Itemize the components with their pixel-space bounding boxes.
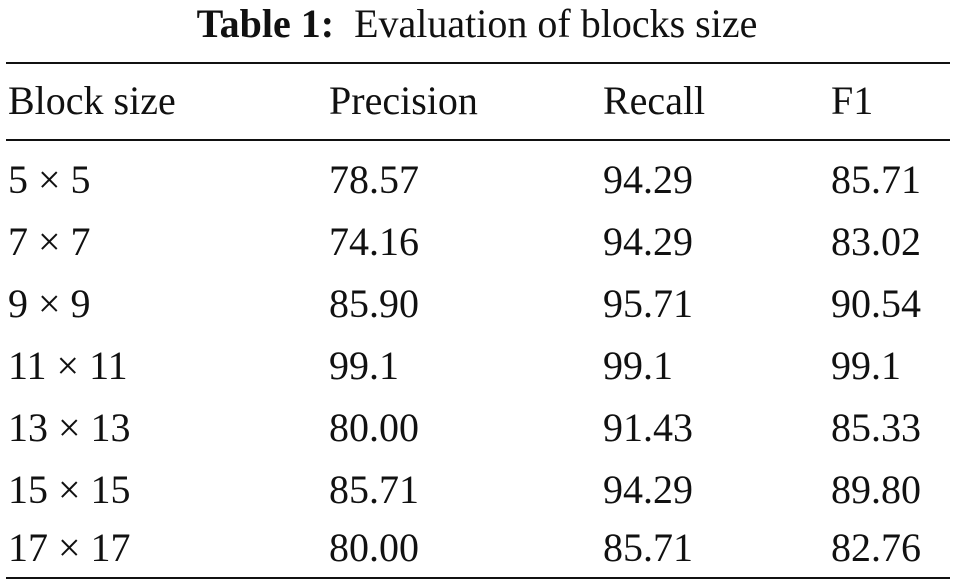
table-top-rule <box>6 62 950 64</box>
cell-f1: 89.80 <box>831 467 921 512</box>
cell-f1: 83.02 <box>831 219 921 264</box>
table-row: 17 × 17 80.00 85.71 82.76 <box>0 518 954 578</box>
table-row: 5 × 5 78.57 94.29 85.71 <box>0 150 954 210</box>
cell-block-size: 9 × 9 <box>8 281 91 326</box>
cell-f1: 99.1 <box>831 343 901 388</box>
cell-recall: 95.71 <box>603 281 693 326</box>
table-row: 15 × 15 85.71 94.29 89.80 <box>0 460 954 520</box>
cell-precision: 80.00 <box>329 525 419 570</box>
cell-precision: 74.16 <box>329 219 419 264</box>
cell-block-size: 17 × 17 <box>8 525 131 570</box>
table-caption-text: Evaluation of blocks size <box>354 1 758 46</box>
table-row: 9 × 9 85.90 95.71 90.54 <box>0 274 954 334</box>
cell-recall: 94.29 <box>603 157 693 202</box>
table-row: 11 × 11 99.1 99.1 99.1 <box>0 336 954 396</box>
column-header-block-size: Block size <box>8 78 176 123</box>
cell-precision: 99.1 <box>329 343 399 388</box>
table-header-rule <box>6 139 950 141</box>
cell-recall: 94.29 <box>603 219 693 264</box>
table-row: 13 × 13 80.00 91.43 85.33 <box>0 398 954 458</box>
cell-block-size: 5 × 5 <box>8 157 91 202</box>
cell-block-size: 7 × 7 <box>8 219 91 264</box>
cell-f1: 82.76 <box>831 525 921 570</box>
cell-block-size: 15 × 15 <box>8 467 131 512</box>
column-header-recall: Recall <box>603 78 706 123</box>
cell-recall: 99.1 <box>603 343 673 388</box>
cell-block-size: 13 × 13 <box>8 405 131 450</box>
cell-precision: 78.57 <box>329 157 419 202</box>
table-caption-label: Table 1: <box>196 1 335 46</box>
cell-f1: 85.71 <box>831 157 921 202</box>
table-row: 7 × 7 74.16 94.29 83.02 <box>0 212 954 272</box>
cell-recall: 94.29 <box>603 467 693 512</box>
cell-recall: 91.43 <box>603 405 693 450</box>
cell-f1: 85.33 <box>831 405 921 450</box>
column-header-f1: F1 <box>831 78 874 123</box>
table-header-row: Block size Precision Recall F1 <box>0 71 954 131</box>
cell-recall: 85.71 <box>603 525 693 570</box>
cell-block-size: 11 × 11 <box>8 343 128 388</box>
table-bottom-rule <box>6 577 950 579</box>
cell-precision: 85.90 <box>329 281 419 326</box>
column-header-precision: Precision <box>329 78 478 123</box>
cell-f1: 90.54 <box>831 281 921 326</box>
cell-precision: 85.71 <box>329 467 419 512</box>
cell-precision: 80.00 <box>329 405 419 450</box>
table-caption: Table 1: Evaluation of blocks size <box>0 0 954 48</box>
